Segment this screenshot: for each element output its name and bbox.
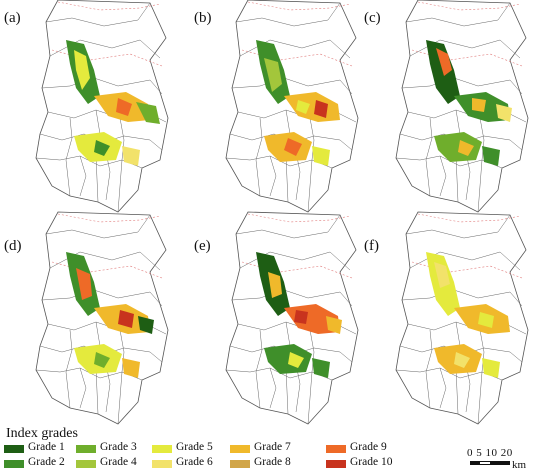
scale-bar-unit: km xyxy=(512,459,527,471)
panel-label: (d) xyxy=(4,238,22,254)
legend-label-grade-5: Grade 5 xyxy=(176,441,213,453)
panel-label: (b) xyxy=(194,10,212,26)
grade-patches-e xyxy=(256,252,342,378)
grade-patches-d xyxy=(66,252,154,378)
legend-label-grade-2: Grade 2 xyxy=(28,456,65,468)
scale-bar-ticks: 0 5 10 20 xyxy=(467,447,513,459)
legend-swatch-grade-10 xyxy=(326,460,346,468)
legend-label-grade-1: Grade 1 xyxy=(28,441,65,453)
grade-patches-c xyxy=(426,40,512,166)
legend-swatch-grade-5 xyxy=(152,445,172,453)
map-legend: Index grades Grade 1 Grade 2 Grade 3 Gra… xyxy=(0,426,550,475)
grade-patches-b xyxy=(256,40,340,166)
map-panel-f: (f) xyxy=(364,211,529,425)
map-panel-d: (d) xyxy=(4,211,169,425)
scale-bar-segment-2 xyxy=(480,461,490,465)
legend-swatch-grade-7 xyxy=(230,445,250,453)
grade-patches-f xyxy=(426,252,510,378)
legend-swatch-grade-4 xyxy=(76,460,96,468)
legend-swatch-grade-3 xyxy=(76,445,96,453)
legend-label-grade-4: Grade 4 xyxy=(100,456,137,468)
panel-label: (f) xyxy=(364,238,379,254)
legend-swatch-grade-6 xyxy=(152,460,172,468)
legend-label-grade-7: Grade 7 xyxy=(254,441,291,453)
legend-swatch-grade-1 xyxy=(4,445,24,453)
legend-label-grade-6: Grade 6 xyxy=(176,456,213,468)
legend-label-grade-3: Grade 3 xyxy=(100,441,137,453)
map-panel-c: (c) xyxy=(364,0,529,213)
legend-label-grade-10: Grade 10 xyxy=(350,456,393,468)
map-panel-a: (a) xyxy=(4,0,169,213)
legend-swatch-grade-2 xyxy=(4,460,24,468)
scale-bar-segment-1 xyxy=(470,461,480,465)
grade-patches-a xyxy=(66,40,160,166)
panel-label: (e) xyxy=(194,238,211,254)
map-panel-b: (b) xyxy=(194,0,359,213)
legend-swatch-grade-9 xyxy=(326,445,346,453)
legend-label-grade-8: Grade 8 xyxy=(254,456,291,468)
map-panels: (a) (b) (c) xyxy=(4,0,529,425)
legend-label-grade-9: Grade 9 xyxy=(350,441,387,453)
map-panel-e: (e) xyxy=(194,211,359,425)
legend-title: Index grades xyxy=(6,426,78,441)
scale-bar-segment-3 xyxy=(490,461,510,465)
panel-label: (c) xyxy=(364,10,381,26)
legend-swatch-grade-8 xyxy=(230,460,250,468)
panel-label: (a) xyxy=(4,10,21,26)
